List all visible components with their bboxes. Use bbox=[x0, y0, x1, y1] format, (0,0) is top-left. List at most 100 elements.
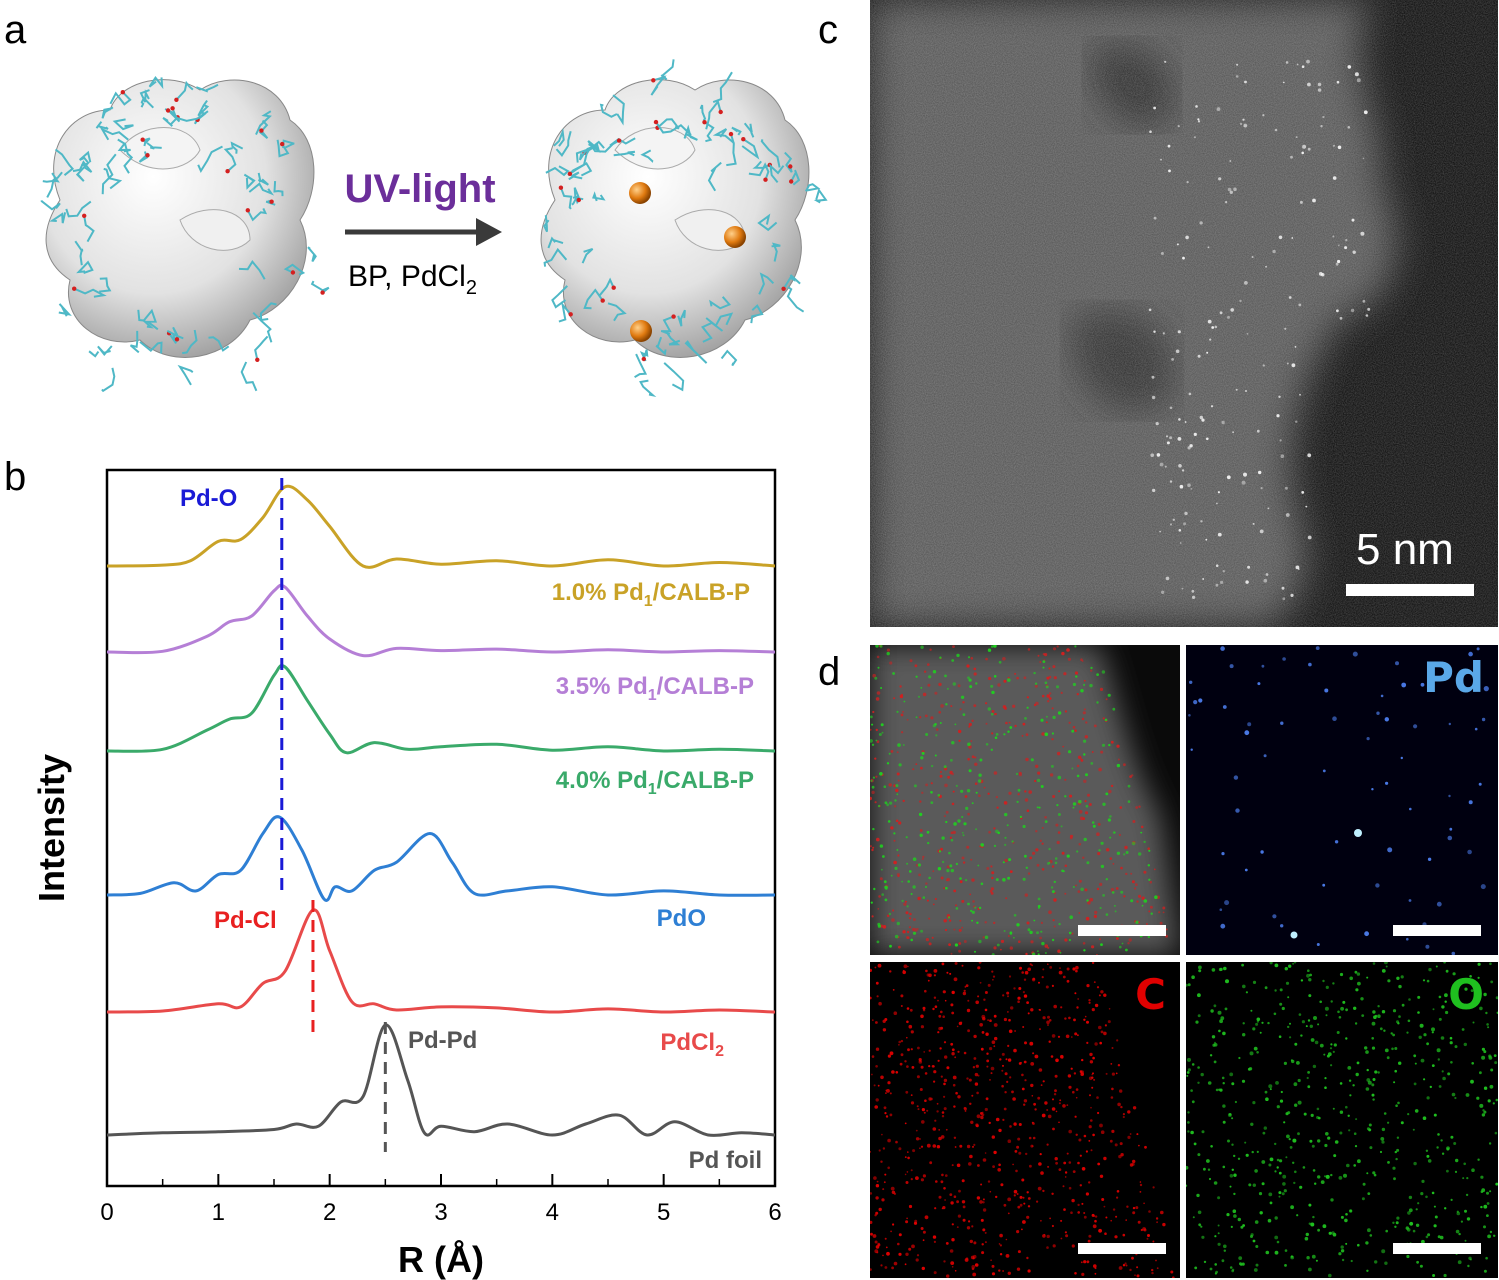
carbon-dot bbox=[1029, 1041, 1034, 1046]
carbon-dot bbox=[993, 713, 996, 715]
carbon-dot bbox=[900, 1039, 904, 1043]
carbon-dot bbox=[896, 751, 899, 754]
carbon-dot bbox=[965, 984, 969, 987]
carbon-dot bbox=[1123, 763, 1126, 767]
carbon-dot bbox=[895, 1140, 898, 1144]
oxygen-dot bbox=[1483, 1086, 1488, 1090]
oxygen-dot bbox=[1372, 1078, 1376, 1081]
oxygen-dot bbox=[912, 857, 917, 861]
carbon-dot bbox=[990, 1066, 995, 1071]
carbon-dot bbox=[1018, 1151, 1022, 1155]
oxygen-dot bbox=[1053, 880, 1056, 884]
oxygen-dot bbox=[1229, 1266, 1233, 1269]
carbon-dot bbox=[927, 663, 930, 666]
carbon-dot bbox=[950, 1042, 954, 1046]
oxygen-dot bbox=[1463, 1003, 1468, 1007]
carbon-dot bbox=[1094, 1215, 1098, 1218]
carbon-dot bbox=[925, 882, 928, 885]
oxygen-dot bbox=[962, 834, 965, 837]
carbon-dot bbox=[1085, 1150, 1088, 1153]
carbon-dot bbox=[910, 1048, 913, 1051]
oxygen-dot bbox=[1282, 1182, 1286, 1186]
carbon-dot bbox=[1034, 779, 1037, 783]
carbon-dot bbox=[1003, 1017, 1007, 1022]
oxygen-dot bbox=[1135, 920, 1139, 924]
single-atom-dot bbox=[1312, 198, 1316, 203]
carbon-dot bbox=[1001, 1052, 1005, 1056]
oxygen-dot bbox=[1394, 1225, 1397, 1228]
carbon-dot bbox=[977, 995, 980, 998]
carbon-dot bbox=[915, 1258, 919, 1262]
carbon-dot bbox=[1083, 779, 1087, 783]
single-atom-dot bbox=[1252, 522, 1255, 525]
oxygen-dot bbox=[907, 880, 910, 883]
carbon-dot bbox=[1061, 851, 1065, 855]
oxygen-dot bbox=[873, 887, 876, 891]
carbon-dot bbox=[1013, 987, 1016, 990]
single-atom-dot bbox=[1299, 200, 1303, 204]
oxygen-dot bbox=[1365, 1087, 1370, 1091]
carbon-dot bbox=[968, 1162, 972, 1166]
oxygen-atom bbox=[140, 137, 145, 142]
carbon-dot bbox=[923, 1051, 925, 1053]
carbon-dot bbox=[895, 1071, 899, 1074]
oxygen-dot bbox=[1296, 1214, 1299, 1217]
single-atom-dot bbox=[1276, 414, 1280, 418]
carbon-dot bbox=[1034, 1108, 1037, 1111]
carbon-dot bbox=[1094, 1272, 1097, 1275]
oxygen-dot bbox=[1317, 1175, 1321, 1179]
carbon-dot bbox=[1074, 1032, 1078, 1036]
single-atom-dot bbox=[1239, 299, 1242, 303]
oxygen-dot bbox=[1469, 975, 1472, 978]
carbon-dot bbox=[910, 1169, 913, 1172]
carbon-dot bbox=[924, 714, 928, 718]
single-atom-dot bbox=[1259, 529, 1264, 534]
oxygen-dot bbox=[925, 886, 927, 888]
carbon-dot bbox=[1052, 795, 1056, 798]
oxygen-dot bbox=[1461, 1028, 1465, 1031]
oxygen-dot bbox=[1483, 1225, 1486, 1229]
carbon-dot bbox=[1023, 676, 1027, 680]
carbon-dot bbox=[891, 1070, 895, 1074]
carbon-dot bbox=[883, 1106, 887, 1110]
palladium-dot bbox=[1395, 661, 1399, 666]
oxygen-dot bbox=[1143, 899, 1148, 903]
oxygen-dot bbox=[1386, 1056, 1390, 1060]
carbon-dot bbox=[1051, 1107, 1056, 1111]
carbon-dot bbox=[919, 716, 922, 719]
oxygen-dot bbox=[1433, 1113, 1437, 1117]
eds-pd-map: Pd bbox=[1186, 645, 1498, 955]
carbon-dot bbox=[1117, 758, 1120, 761]
carbon-dot bbox=[989, 889, 993, 893]
oxygen-dot bbox=[1258, 1192, 1263, 1196]
oxygen-atom bbox=[718, 109, 723, 115]
carbon-dot bbox=[980, 1218, 984, 1222]
carbon-dot bbox=[870, 796, 872, 801]
carbon-dot bbox=[889, 1051, 894, 1056]
carbon-dot bbox=[1118, 833, 1121, 837]
carbon-dot bbox=[1048, 1019, 1052, 1022]
polymer-chain bbox=[248, 182, 275, 196]
single-atom-dot bbox=[1347, 65, 1352, 69]
oxygen-dot bbox=[1116, 763, 1121, 768]
carbon-dot bbox=[961, 856, 965, 860]
oxygen-dot bbox=[1229, 1174, 1234, 1178]
carbon-dot bbox=[949, 919, 952, 922]
polymer-chain bbox=[703, 121, 715, 143]
carbon-dot bbox=[1032, 851, 1036, 855]
carbon-dot bbox=[926, 1109, 929, 1112]
carbon-dot bbox=[945, 1174, 948, 1177]
carbon-dot bbox=[963, 940, 967, 943]
carbon-dot bbox=[910, 1094, 913, 1096]
oxygen-dot bbox=[1489, 1230, 1493, 1234]
oxygen-dot bbox=[870, 715, 873, 719]
oxygen-dot bbox=[1356, 972, 1361, 976]
oxygen-dot bbox=[971, 910, 975, 914]
oxygen-dot bbox=[1490, 1068, 1494, 1072]
polymer-chain bbox=[139, 341, 163, 354]
oxygen-dot bbox=[1314, 1182, 1317, 1185]
carbon-dot bbox=[870, 1232, 873, 1236]
polymer-chain bbox=[99, 277, 112, 293]
oxygen-atom bbox=[320, 290, 325, 295]
carbon-dot bbox=[1083, 1134, 1087, 1138]
